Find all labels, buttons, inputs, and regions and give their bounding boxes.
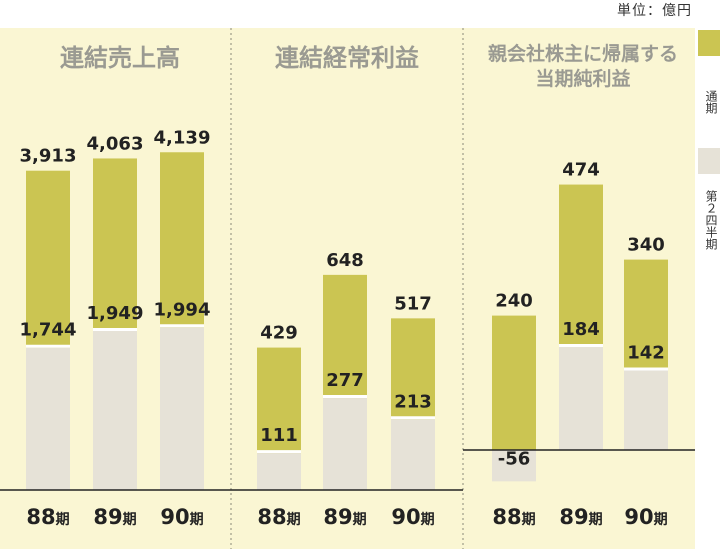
category-label-1-2: 89期 — [93, 505, 136, 529]
bar-q2-2-2 — [323, 398, 367, 490]
label-q2-1-3: 1,994 — [154, 299, 211, 320]
label-q2-1-1: 1,744 — [20, 320, 77, 341]
panel-title-3-line-2: 当期純利益 — [535, 67, 630, 90]
label-full-year-2-1: 429 — [260, 323, 298, 344]
label-q2-1-2: 1,949 — [87, 303, 144, 324]
label-full-year-3-3: 340 — [627, 235, 665, 256]
bar-q2-3-2 — [559, 346, 603, 450]
legend-label-q2: 第２四半期 — [704, 190, 718, 250]
bar-q2-2-1 — [257, 453, 301, 490]
bar-q2-2-3 — [391, 419, 435, 490]
label-q2-3-2: 184 — [562, 319, 600, 340]
label-full-year-2-2: 648 — [326, 250, 364, 271]
label-full-year-2-3: 517 — [394, 293, 432, 314]
category-label-1-1: 88期 — [26, 505, 69, 529]
panel-title-1: 連結売上高 — [60, 44, 180, 72]
panel-title-3-line-1: 親会社株主に帰属する — [488, 42, 678, 65]
label-full-year-1-3: 4,139 — [154, 127, 211, 148]
legend: 通期 第２四半期 — [698, 30, 720, 530]
label-full-year-1-1: 3,913 — [20, 146, 77, 167]
label-q2-3-3: 142 — [627, 342, 665, 363]
panel-title-2: 連結経常利益 — [275, 44, 419, 72]
unit-label: 単位：億円 — [617, 3, 692, 19]
category-label-3-3: 90期 — [624, 505, 667, 529]
label-q2-3-1: -56 — [498, 448, 531, 469]
label-full-year-1-2: 4,063 — [87, 133, 144, 154]
category-label-2-2: 89期 — [323, 505, 366, 529]
label-q2-2-3: 213 — [394, 391, 432, 412]
category-label-2-1: 88期 — [257, 505, 300, 529]
label-q2-2-1: 111 — [260, 425, 298, 446]
bar-full-year-3-1 — [492, 315, 536, 450]
bar-q2-1-2 — [93, 330, 137, 490]
legend-swatch-q2 — [698, 148, 720, 174]
legend-swatch-full-year — [698, 30, 720, 56]
category-label-3-2: 89期 — [559, 505, 602, 529]
bar-q2-3-3 — [624, 370, 668, 450]
label-full-year-3-1: 240 — [495, 291, 533, 312]
category-label-2-3: 90期 — [391, 505, 434, 529]
label-full-year-3-2: 474 — [562, 160, 600, 181]
bar-q2-1-1 — [26, 347, 70, 490]
category-label-1-3: 90期 — [160, 505, 203, 529]
category-label-3-1: 88期 — [492, 505, 535, 529]
legend-label-full-year: 通期 — [704, 90, 718, 114]
label-q2-2-2: 277 — [326, 370, 364, 391]
bar-q2-3-1 — [492, 450, 536, 482]
bar-q2-1-3 — [160, 327, 204, 490]
